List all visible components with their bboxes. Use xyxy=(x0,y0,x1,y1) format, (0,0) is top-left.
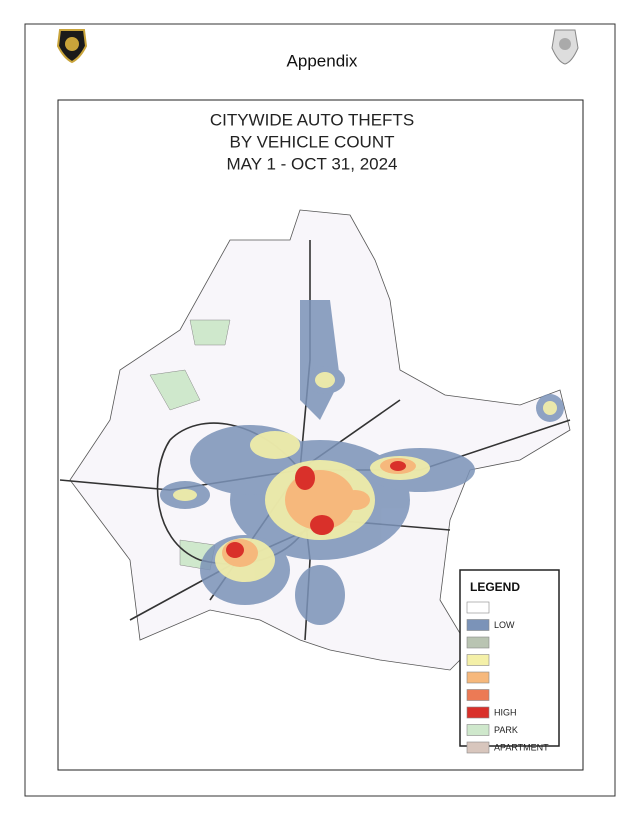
legend-swatch xyxy=(466,724,490,736)
legend-swatch xyxy=(466,741,490,754)
legend-label: LOW xyxy=(494,620,515,630)
legend-swatch xyxy=(466,671,490,684)
legend-swatch xyxy=(466,601,490,614)
header-title: Appendix xyxy=(287,51,358,70)
city-seal xyxy=(551,29,579,65)
legend-label: APARTMENT xyxy=(494,742,549,752)
legend: LEGEND LOW HIGH PARK APARTMENT xyxy=(459,569,560,754)
heat-high xyxy=(226,461,406,558)
map-title: CITYWIDE AUTO THEFTS BY VEHICLE COUNT MA… xyxy=(210,110,414,173)
police-badge xyxy=(56,29,88,64)
legend-swatch xyxy=(466,689,490,701)
map-title-line: CITYWIDE AUTO THEFTS xyxy=(210,110,414,129)
map-title-line: BY VEHICLE COUNT xyxy=(229,132,394,151)
legend-title: LEGEND xyxy=(470,580,520,594)
map-title-line: MAY 1 - OCT 31, 2024 xyxy=(226,154,397,173)
page-border xyxy=(24,23,616,797)
legend-label: HIGH xyxy=(494,707,517,717)
legend-items: LOW HIGH PARK APARTMENT xyxy=(466,601,549,754)
legend-label: PARK xyxy=(494,725,518,735)
legend-swatch xyxy=(466,654,490,666)
map-area xyxy=(59,209,571,671)
legend-swatch xyxy=(466,619,490,631)
legend-swatch xyxy=(466,636,490,649)
legend-swatch xyxy=(466,706,490,719)
